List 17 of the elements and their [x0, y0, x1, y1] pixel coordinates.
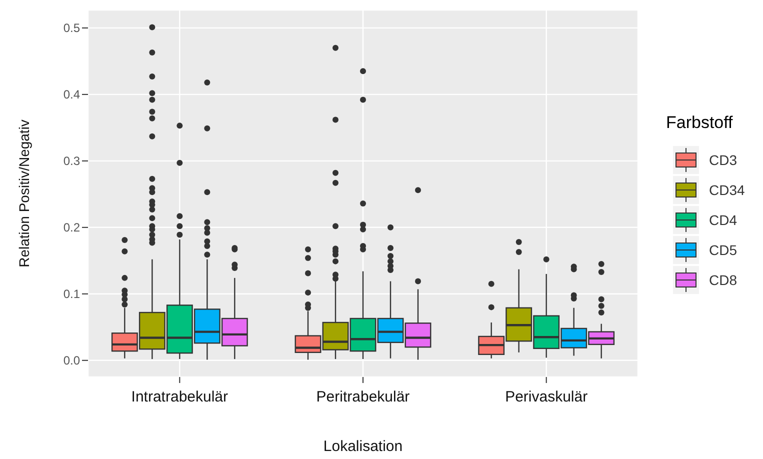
- legend-label: CD8: [709, 272, 738, 288]
- legend-label: CD34: [709, 182, 745, 198]
- y-tick-label: 0.2: [63, 220, 80, 235]
- y-axis-title: Relation Positiv/Negativ: [16, 120, 32, 268]
- legend-label: CD3: [709, 152, 738, 168]
- legend-label: CD4: [709, 212, 738, 228]
- y-tick-label: 0.3: [63, 154, 80, 168]
- x-axis-title: Lokalisation: [323, 438, 403, 455]
- x-tick-label: Intratrabekulär: [131, 388, 228, 406]
- y-tick-label: 0.5: [63, 21, 80, 36]
- y-tick-label: 0.0: [63, 354, 80, 368]
- y-tick-label: 0.1: [63, 287, 80, 302]
- x-tick-label: Perivaskulär: [505, 388, 588, 406]
- x-tick-label: Peritrabekulär: [316, 388, 410, 406]
- legend-title: Farbstoff: [666, 113, 734, 133]
- y-tick-label: 0.4: [63, 88, 80, 102]
- legend-label: CD5: [709, 242, 738, 258]
